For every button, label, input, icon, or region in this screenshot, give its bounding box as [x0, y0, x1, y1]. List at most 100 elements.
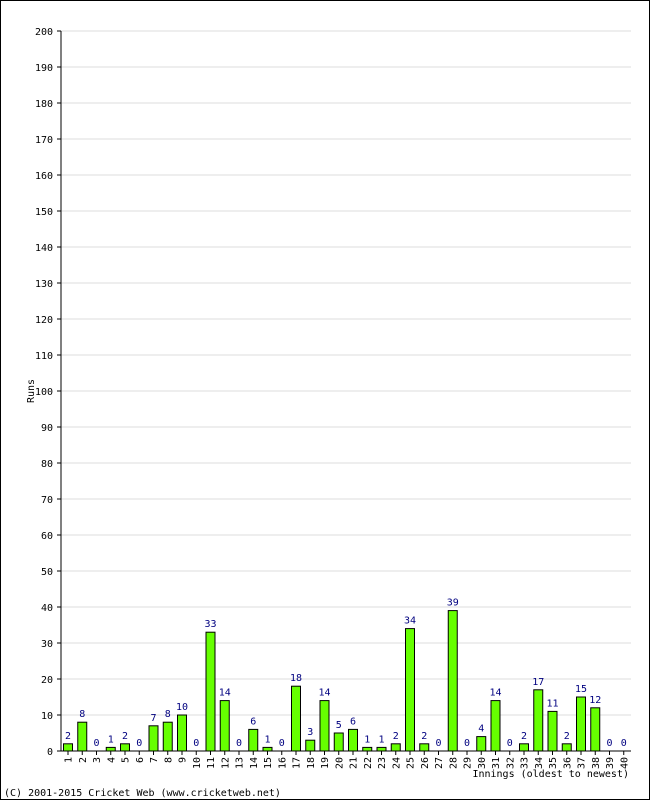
copyright-text: (C) 2001-2015 Cricket Web (www.cricketwe… [4, 788, 281, 799]
data-label: 0 [236, 738, 242, 749]
data-label: 0 [507, 738, 513, 749]
x-tick-label: 13 [235, 757, 246, 769]
data-label: 15 [575, 684, 587, 695]
data-label: 0 [435, 738, 441, 749]
x-tick-label: 7 [149, 757, 160, 763]
data-label: 1 [264, 734, 270, 745]
data-label: 12 [589, 695, 601, 706]
x-tick-label: 19 [320, 757, 331, 769]
x-tick-label: 28 [448, 757, 459, 769]
x-tick-label: 40 [619, 757, 630, 769]
data-label: 4 [478, 724, 484, 735]
x-tick-label: 27 [434, 757, 445, 769]
x-axis-title: Innings (oldest to newest) [472, 769, 629, 780]
data-label: 33 [204, 619, 216, 630]
data-label: 2 [65, 731, 71, 742]
y-tick-label: 20 [41, 675, 53, 686]
x-tick-label: 18 [306, 757, 317, 769]
data-label: 11 [546, 698, 558, 709]
y-tick-label: 200 [35, 27, 53, 38]
x-tick-label: 31 [491, 757, 502, 769]
bar-innings-7 [148, 725, 159, 752]
data-label: 0 [464, 738, 470, 749]
y-tick-label: 160 [35, 171, 53, 182]
data-label: 7 [150, 713, 156, 724]
bar-innings-2 [77, 721, 88, 752]
x-tick-label: 25 [406, 757, 417, 769]
data-label: 3 [307, 727, 313, 738]
bar-innings-24 [390, 743, 401, 752]
data-label: 14 [219, 688, 231, 699]
x-tick-label: 34 [534, 757, 545, 769]
x-tick-label: 30 [477, 757, 488, 769]
bar-innings-21 [348, 728, 358, 752]
data-label: 0 [606, 738, 612, 749]
y-tick-label: 30 [41, 639, 53, 650]
x-tick-label: 11 [206, 757, 217, 769]
x-tick-label: 2 [78, 757, 89, 763]
data-label: 5 [336, 720, 342, 731]
y-tick-label: 170 [35, 135, 53, 146]
x-tick-label: 17 [292, 757, 303, 769]
x-tick-label: 12 [220, 757, 231, 769]
data-label: 2 [564, 731, 570, 742]
bar-innings-12 [219, 700, 230, 752]
data-label: 0 [621, 738, 627, 749]
bar-innings-36 [561, 743, 572, 752]
bar-innings-35 [547, 710, 558, 752]
y-tick-label: 110 [35, 351, 53, 362]
bar-innings-37 [576, 696, 586, 752]
x-tick-label: 8 [163, 757, 174, 763]
data-label: 39 [447, 598, 459, 609]
y-tick-label: 0 [47, 747, 53, 758]
data-label: 1 [364, 734, 370, 745]
data-label: 1 [108, 734, 114, 745]
x-tick-label: 9 [178, 757, 189, 763]
y-tick-label: 10 [41, 711, 53, 722]
bar-innings-5 [120, 743, 130, 752]
bars [63, 610, 601, 752]
data-label: 2 [393, 731, 399, 742]
x-tick-label: 26 [420, 757, 431, 769]
x-tick-label: 4 [106, 757, 117, 763]
x-tick-label: 5 [121, 757, 132, 763]
x-tick-label: 36 [562, 757, 573, 769]
bar-innings-33 [519, 743, 529, 752]
bar-innings-23 [376, 746, 387, 752]
y-tick-label: 60 [41, 531, 53, 542]
bar-innings-31 [490, 700, 501, 752]
y-tick-label: 100 [35, 387, 53, 398]
x-tick-label: 3 [92, 757, 103, 763]
bar-innings-26 [419, 743, 430, 752]
x-tick-label: 37 [577, 757, 588, 769]
bar-innings-38 [590, 707, 601, 752]
data-label: 8 [165, 709, 171, 720]
bar-innings-25 [405, 628, 415, 752]
y-tick-label: 80 [41, 459, 53, 470]
x-tick-label: 1 [64, 757, 75, 763]
bar-innings-22 [362, 746, 373, 752]
x-tick-label: 39 [605, 757, 616, 769]
data-label: 2 [521, 731, 527, 742]
bar-innings-34 [533, 689, 544, 752]
x-tick-label: 38 [591, 757, 602, 769]
data-label: 18 [290, 673, 302, 684]
data-label: 6 [350, 716, 356, 727]
x-tick-label: 10 [192, 757, 203, 769]
x-tick-label: 21 [349, 757, 360, 769]
y-tick-label: 70 [41, 495, 53, 506]
y-tick-label: 140 [35, 243, 53, 254]
x-tick-label: 29 [463, 757, 474, 769]
x-tick-label: 23 [377, 757, 388, 769]
x-tick-label: 32 [505, 757, 516, 769]
bar-innings-30 [476, 736, 487, 752]
data-label: 2 [421, 731, 427, 742]
bar-innings-8 [162, 721, 173, 752]
bar-innings-11 [205, 631, 216, 752]
bar-innings-4 [105, 746, 116, 752]
x-tick-label: 6 [135, 757, 146, 763]
data-label: 0 [93, 738, 99, 749]
bar-innings-14 [248, 728, 259, 752]
